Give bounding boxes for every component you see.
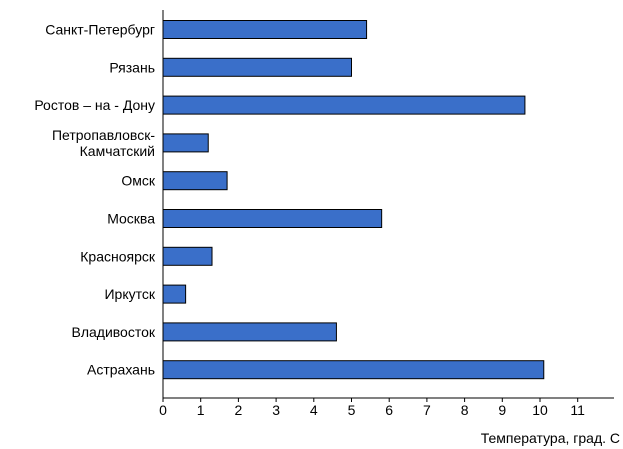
x-tick-label: 4 [310, 402, 318, 418]
category-label: Петропавловск- [52, 127, 155, 143]
x-tick-label: 8 [461, 402, 469, 418]
x-ticks: 0 1 2 3 4 5 6 7 8 9 10 11 [159, 398, 585, 418]
x-tick-label: 5 [348, 402, 356, 418]
category-label: Владивосток [71, 324, 155, 340]
category-label: Рязань [109, 59, 155, 75]
x-tick-label: 2 [235, 402, 243, 418]
bar [162, 171, 228, 191]
category-label: Астрахань [87, 362, 155, 378]
bar [162, 360, 545, 380]
x-tick-label: 1 [197, 402, 205, 418]
x-tick-label: 10 [532, 402, 548, 418]
category-label: Камчатский [80, 143, 155, 159]
category-label: Москва [107, 211, 155, 227]
bar [162, 133, 209, 153]
category-label: Санкт-Петербург [45, 22, 155, 38]
bar [162, 284, 187, 304]
bar [162, 95, 526, 115]
x-tick-label: 11 [570, 402, 585, 418]
x-axis-title: Температура, град. С [481, 430, 620, 446]
category-label: Омск [121, 173, 156, 189]
x-tick-label: 6 [385, 402, 393, 418]
bar [162, 57, 352, 77]
category-label: Иркутск [104, 286, 155, 302]
x-tick-label: 0 [159, 402, 167, 418]
bar [162, 20, 368, 39]
x-tick-label: 9 [498, 402, 506, 418]
category-labels: Санкт-Петербург Рязань Ростов – на - Дону П… [34, 22, 156, 378]
x-tick-label: 3 [272, 402, 280, 418]
bars-group [162, 20, 545, 380]
x-tick-label: 7 [423, 402, 431, 418]
bar [162, 209, 383, 228]
bar [162, 322, 337, 342]
category-label: Ростов – на - Дону [34, 97, 155, 113]
bar [162, 246, 213, 266]
category-label: Красноярск [80, 248, 156, 264]
